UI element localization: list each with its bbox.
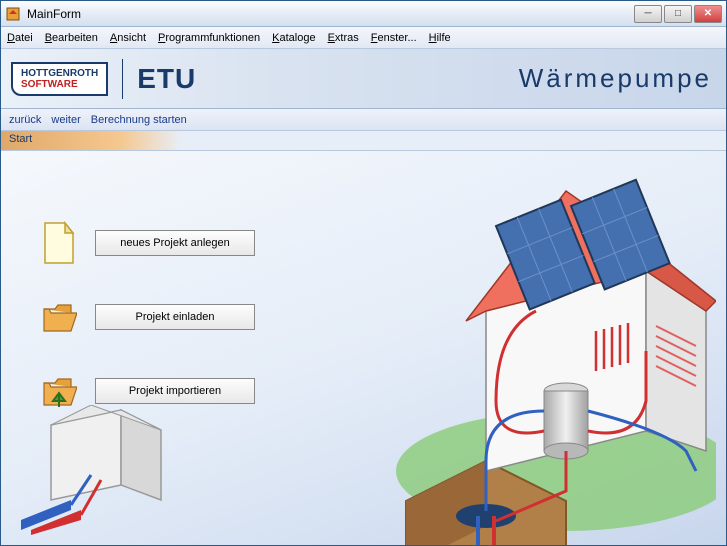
menu-extras[interactable]: Extras — [328, 32, 359, 44]
main-window: MainForm ─ □ ✕ Datei Bearbeiten Ansicht … — [0, 0, 727, 546]
nav-forward[interactable]: weiter — [51, 114, 80, 126]
menu-hilfe[interactable]: Hilfe — [429, 32, 451, 44]
close-button[interactable]: ✕ — [694, 5, 722, 23]
hottgenroth-logo: HOTTGENROTH SOFTWARE — [11, 62, 108, 96]
nav-back[interactable]: zurück — [9, 114, 41, 126]
menu-kataloge[interactable]: Kataloge — [272, 32, 315, 44]
document-icon — [41, 221, 77, 265]
product-name: Wärmepumpe — [519, 63, 712, 94]
logo-line1: HOTTGENROTH — [21, 68, 98, 79]
action-load: Projekt einladen — [41, 295, 255, 339]
import-project-button[interactable]: Projekt importieren — [95, 378, 255, 404]
menubar: Datei Bearbeiten Ansicht Programmfunktio… — [1, 27, 726, 49]
brand-bar: HOTTGENROTH SOFTWARE ETU Wärmepumpe — [1, 49, 726, 109]
heatpump-unit-illustration — [21, 405, 181, 535]
breadcrumb-start[interactable]: Start — [9, 133, 32, 145]
logo-separator — [122, 59, 123, 99]
app-icon — [5, 6, 21, 22]
action-list: neues Projekt anlegen Projekt einladen P… — [41, 221, 255, 413]
window-buttons: ─ □ ✕ — [634, 5, 722, 23]
etu-logo: ETU — [137, 63, 196, 95]
menu-programmfunktionen[interactable]: Programmfunktionen — [158, 32, 260, 44]
house-illustration — [286, 151, 716, 545]
menu-ansicht[interactable]: Ansicht — [110, 32, 146, 44]
titlebar: MainForm ─ □ ✕ — [1, 1, 726, 27]
toolbar: zurück weiter Berechnung starten — [1, 109, 726, 131]
nav-calc[interactable]: Berechnung starten — [91, 114, 187, 126]
folder-open-icon — [41, 295, 77, 339]
menu-datei[interactable]: Datei — [7, 32, 33, 44]
window-title: MainForm — [27, 7, 634, 21]
menu-fenster[interactable]: Fenster... — [371, 32, 417, 44]
action-new: neues Projekt anlegen — [41, 221, 255, 265]
breadcrumb: Start — [1, 131, 726, 151]
minimize-button[interactable]: ─ — [634, 5, 662, 23]
maximize-button[interactable]: □ — [664, 5, 692, 23]
logo-line2: SOFTWARE — [21, 79, 98, 90]
content-area: neues Projekt anlegen Projekt einladen P… — [1, 151, 726, 545]
new-project-button[interactable]: neues Projekt anlegen — [95, 230, 255, 256]
load-project-button[interactable]: Projekt einladen — [95, 304, 255, 330]
menu-bearbeiten[interactable]: Bearbeiten — [45, 32, 98, 44]
